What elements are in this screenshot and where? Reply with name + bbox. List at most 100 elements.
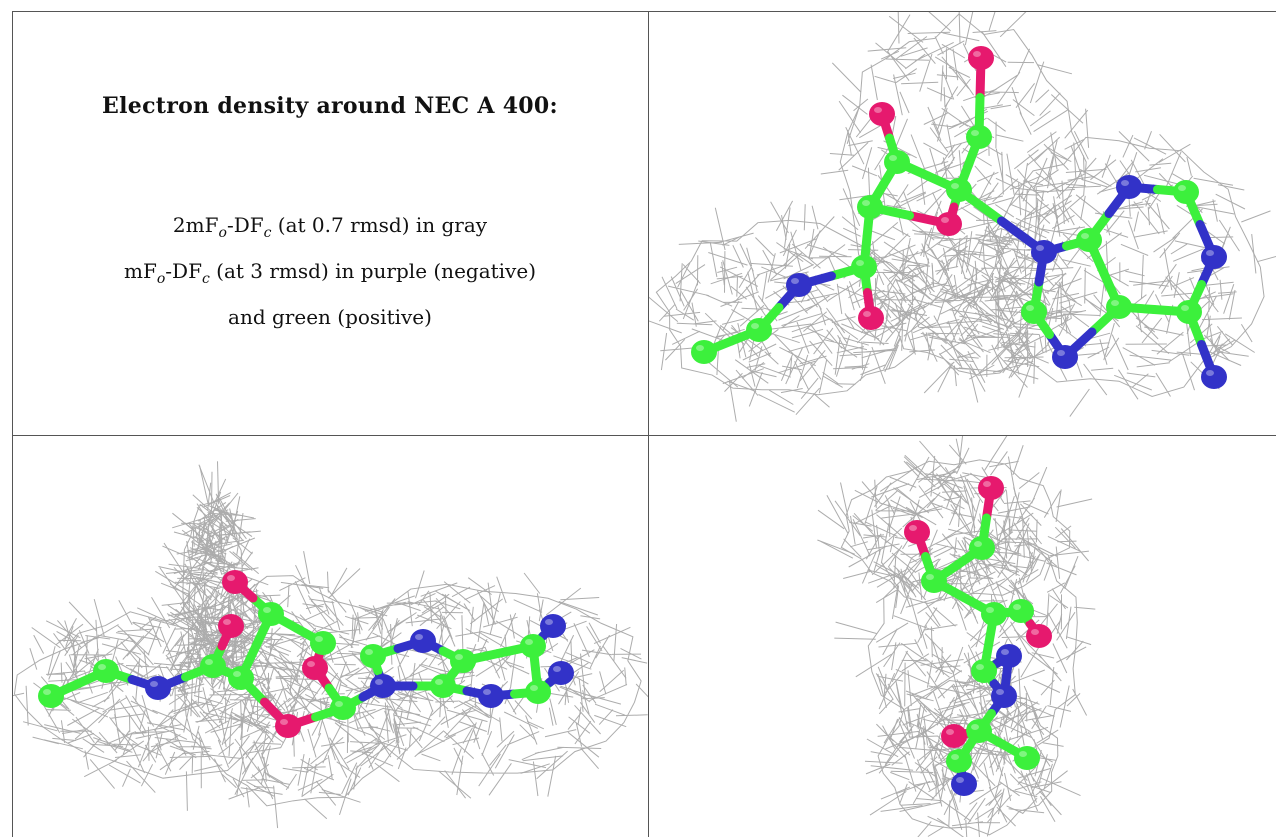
atom-highlight	[856, 260, 864, 266]
atom-highlight	[227, 575, 235, 581]
carbon-atom	[1173, 180, 1199, 204]
carbon-atom	[851, 255, 877, 279]
atom-highlight	[223, 619, 231, 625]
atom-highlight	[263, 607, 271, 613]
carbon-atom	[93, 659, 119, 683]
atom-highlight	[483, 689, 491, 695]
atom-highlight	[986, 607, 994, 613]
atom-highlight	[150, 681, 158, 687]
grid-border-middle	[648, 11, 649, 837]
ligand-model-top-right	[691, 46, 1227, 389]
description-line-1: 2mFo-DFc (at 0.7 rmsd) in gray	[172, 213, 488, 241]
nitrogen-atom	[478, 684, 504, 708]
nitrogen-atom	[1201, 365, 1227, 389]
atom-highlight	[971, 724, 979, 730]
ligand-model-bottom-left	[38, 570, 574, 738]
atom-highlight	[205, 659, 213, 665]
oxygen-atom	[218, 614, 244, 638]
atom-highlight	[1178, 185, 1186, 191]
density-view-bottom-right	[649, 436, 1276, 837]
carbon-atom	[360, 644, 386, 668]
nitrogen-atom	[540, 614, 566, 638]
carbon-atom	[971, 659, 997, 683]
ligand-model-bottom-right	[904, 476, 1052, 796]
oxygen-atom	[968, 46, 994, 70]
carbon-atom	[946, 749, 972, 773]
atom-highlight	[1019, 751, 1027, 757]
atom-highlight	[1026, 305, 1034, 311]
atom-highlight	[1206, 370, 1214, 376]
molecule-render-top-right	[649, 12, 1276, 422]
atom-highlight	[43, 689, 51, 695]
figure-title: Electron density around NEC A 400:	[102, 93, 558, 119]
atom-highlight	[1001, 649, 1009, 655]
density-mesh-bottom-right	[817, 436, 1096, 837]
carbon-atom	[1076, 228, 1102, 252]
grid-border-top	[12, 11, 1276, 12]
atom-highlight	[956, 777, 964, 783]
atom-highlight	[946, 729, 954, 735]
atom-highlight	[996, 689, 1004, 695]
atom-highlight	[1057, 350, 1065, 356]
atom-highlight	[375, 679, 383, 685]
atom-highlight	[335, 701, 343, 707]
atom-highlight	[909, 525, 917, 531]
oxygen-atom	[904, 520, 930, 544]
atom-highlight	[926, 574, 934, 580]
carbon-atom	[884, 150, 910, 174]
atom-highlight	[791, 278, 799, 284]
atom-highlight	[435, 679, 443, 685]
nitrogen-atom	[1031, 240, 1057, 264]
atom-highlight	[553, 666, 561, 672]
atom-highlight	[98, 664, 106, 670]
carbon-atom	[746, 318, 772, 342]
carbon-atom	[1014, 746, 1040, 770]
carbon-atom	[966, 125, 992, 149]
atom-highlight	[280, 719, 288, 725]
nitrogen-atom	[410, 629, 436, 653]
carbon-atom	[857, 195, 883, 219]
atom-highlight	[1031, 629, 1039, 635]
atom-highlight	[1036, 245, 1044, 251]
atom-highlight	[315, 636, 323, 642]
nitrogen-atom	[548, 661, 574, 685]
caption-cell: Electron density around NEC A 400: 2mFo-…	[12, 11, 648, 435]
density-view-top-right	[649, 12, 1276, 435]
atom-highlight	[233, 671, 241, 677]
molecule-render-bottom-right	[817, 436, 1096, 837]
carbon-atom	[921, 569, 947, 593]
atom-highlight	[751, 323, 759, 329]
oxygen-atom	[275, 714, 301, 738]
oxygen-atom	[302, 656, 328, 680]
oxygen-atom	[858, 306, 884, 330]
atom-highlight	[1206, 250, 1214, 256]
carbon-atom	[691, 340, 717, 364]
carbon-atom	[1021, 300, 1047, 324]
atom-highlight	[974, 541, 982, 547]
nitrogen-atom	[1201, 245, 1227, 269]
atom-highlight	[365, 649, 373, 655]
oxygen-atom	[222, 570, 248, 594]
atom-highlight	[983, 481, 991, 487]
atom-highlight	[973, 51, 981, 57]
carbon-atom	[1008, 599, 1034, 623]
nitrogen-atom	[1052, 345, 1078, 369]
figure-description: 2mFo-DFc (at 0.7 rmsd) in gray mFo-DFc (…	[12, 206, 648, 336]
atom-highlight	[545, 619, 553, 625]
carbon-atom	[966, 719, 992, 743]
oxygen-atom	[978, 476, 1004, 500]
atom-highlight	[1081, 233, 1089, 239]
atom-highlight	[874, 107, 882, 113]
oxygen-atom	[869, 102, 895, 126]
molecule-render-bottom-left	[13, 461, 648, 829]
atom-highlight	[1013, 604, 1021, 610]
carbon-atom	[520, 634, 546, 658]
atom-highlight	[889, 155, 897, 161]
nitrogen-atom	[370, 674, 396, 698]
carbon-atom	[200, 654, 226, 678]
oxygen-atom	[936, 212, 962, 236]
atom-highlight	[525, 639, 533, 645]
nitrogen-atom	[786, 273, 812, 297]
atom-highlight	[1121, 180, 1129, 186]
atom-highlight	[971, 130, 979, 136]
